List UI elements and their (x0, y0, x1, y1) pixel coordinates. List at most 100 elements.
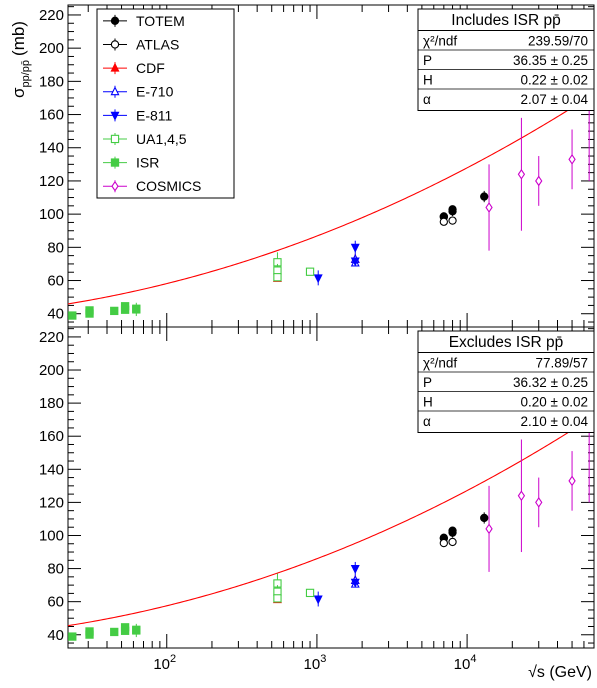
data-point (85, 627, 94, 636)
stats-row-label: α (423, 414, 431, 429)
stats-row-value: 77.89/57 (535, 356, 588, 371)
y-tick-label: 60 (47, 594, 64, 611)
stats-row-value: 0.20 ± 0.02 (521, 395, 588, 410)
data-point (439, 538, 448, 548)
data-point (68, 311, 77, 320)
legend: TOTEM ATLAS CDF E-710 E-811 UA1,4,5 ISR COSMICS (96, 8, 235, 199)
x-tick-base: 10 (304, 656, 321, 673)
data-point (120, 623, 130, 632)
x-tick-label: 102 (153, 653, 176, 673)
data-point (448, 526, 457, 535)
data-point (485, 523, 493, 535)
stats-row-value: 239.59/70 (528, 34, 588, 49)
x-tick-exp: 2 (170, 653, 176, 665)
legend-marker (110, 16, 120, 25)
y-tick-label: 60 (47, 273, 64, 290)
legend-entry: TOTEM (103, 13, 185, 29)
data-point (350, 243, 360, 253)
data-point (439, 217, 448, 226)
x-tick-label: 104 (454, 653, 477, 673)
y-tick-label: 180 (39, 73, 64, 90)
y-tick-label: 220 (39, 329, 64, 346)
y-tick-label: 80 (47, 561, 64, 578)
legend-label: TOTEM (136, 13, 185, 29)
stats-row-value: 0.22 ± 0.02 (521, 73, 588, 88)
legend-label: CDF (136, 60, 165, 76)
stats-row-label: χ²/ndf (423, 356, 457, 371)
y-tick-label: 80 (47, 239, 64, 256)
data-point (132, 626, 141, 635)
data-point (68, 632, 77, 641)
legend-entry: UA1,4,5 (103, 131, 187, 147)
plot-frame (67, 326, 595, 649)
stats-row-label: α (423, 92, 431, 107)
data-point (480, 192, 489, 201)
y-axis-label-main: σ (9, 87, 28, 98)
stats-row-value: 2.10 ± 0.04 (521, 414, 589, 429)
y-tick-label: 100 (39, 527, 64, 544)
data-point (517, 168, 526, 180)
x-axis-label: √s (GeV) (528, 664, 592, 681)
y-tick-label: 140 (39, 140, 64, 157)
legend-marker (111, 180, 119, 192)
y-tick-label: 120 (39, 173, 64, 190)
y-tick-label: 180 (39, 395, 64, 412)
data-point (485, 202, 493, 213)
data-point (350, 565, 360, 575)
data-point (568, 153, 576, 165)
fit-curve (67, 415, 595, 627)
stats-title: Excludes ISR pp̄ (449, 334, 564, 351)
x-tick-base: 10 (454, 656, 471, 673)
legend-marker (110, 40, 120, 49)
data-point (517, 490, 526, 502)
stats-row-label: P (423, 375, 432, 390)
legend-label: ATLAS (136, 36, 179, 52)
legend-entry: ISR (103, 155, 159, 171)
data-point (120, 302, 130, 311)
legend-box (96, 8, 235, 199)
y-tick-label: 140 (39, 461, 64, 478)
data-point (273, 273, 282, 282)
legend-entry: E-811 (103, 107, 173, 123)
data-point (313, 595, 323, 605)
y-tick-label: 40 (47, 306, 64, 323)
stats-title: Includes ISR pp̄ (451, 12, 560, 29)
stats-box (417, 330, 595, 433)
y-axis-label: σpp/pp̄ (mb) (9, 21, 32, 98)
data-point (535, 497, 543, 508)
data-point (568, 475, 576, 487)
legend-entry: E-710 (103, 84, 174, 100)
legend-label: ISR (136, 155, 159, 171)
stats-row-label: H (423, 395, 433, 410)
data-point (480, 513, 489, 523)
legend-marker (110, 158, 120, 167)
data-point (273, 594, 282, 603)
data-point (313, 274, 323, 284)
legend-marker (110, 86, 120, 96)
data-point (448, 205, 457, 214)
legend-entry: CDF (103, 60, 165, 76)
data-point (110, 306, 119, 316)
legend-label: E-811 (136, 107, 173, 123)
y-tick-label: 200 (39, 40, 64, 57)
data-point (305, 267, 315, 276)
stats-box (417, 8, 595, 111)
data-point (535, 175, 543, 187)
y-tick-label: 200 (39, 362, 64, 379)
stats-row-value: 36.32 ± 0.25 (513, 375, 588, 390)
data-point (350, 578, 360, 588)
legend-label: COSMICS (136, 178, 201, 194)
data-point (132, 305, 141, 314)
y-tick-label: 120 (39, 494, 64, 511)
y-axis-label-unit: (mb) (9, 21, 28, 56)
x-tick-base: 10 (153, 656, 170, 673)
x-tick-exp: 3 (320, 653, 326, 665)
y-axis-label-sub: pp/pp̄ (20, 60, 32, 88)
data-point (350, 257, 360, 267)
x-tick-exp: 4 (470, 653, 476, 665)
data-point (110, 627, 119, 637)
y-tick-label: 40 (47, 627, 64, 644)
data-point (305, 588, 315, 598)
y-tick-label: 220 (39, 7, 64, 24)
